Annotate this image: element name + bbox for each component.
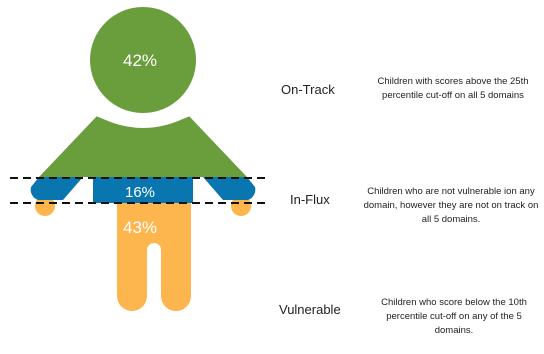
vulnerable-description: Children who score below the 10th percen… [381,297,527,336]
on-track-neck-gap [93,110,193,126]
in-flux-label: In-Flux [290,192,330,207]
vulnerable-right-hand [231,196,251,216]
on-track-segment [39,7,247,177]
in-flux-left-arm [30,177,83,200]
on-track-description: Children with scores above the 25th perc… [377,76,529,101]
vulnerable-segment [35,196,251,311]
on-track-label: On-Track [281,82,335,97]
on-track-percent: 42% [123,51,157,70]
in-flux-torso [93,177,193,203]
on-track-shoulders [39,116,247,177]
in-flux-right-arm [203,177,256,200]
in-flux-percent: 16% [125,184,155,201]
in-flux-segment [30,177,256,203]
vulnerable-percent: 43% [123,218,157,237]
vulnerable-left-hand [35,196,55,216]
vulnerable-legs [95,203,191,311]
vulnerable-label: Vulnerable [279,302,341,317]
in-flux-description: Children who are not vulnerable ion any … [363,186,539,225]
on-track-head [90,7,196,113]
